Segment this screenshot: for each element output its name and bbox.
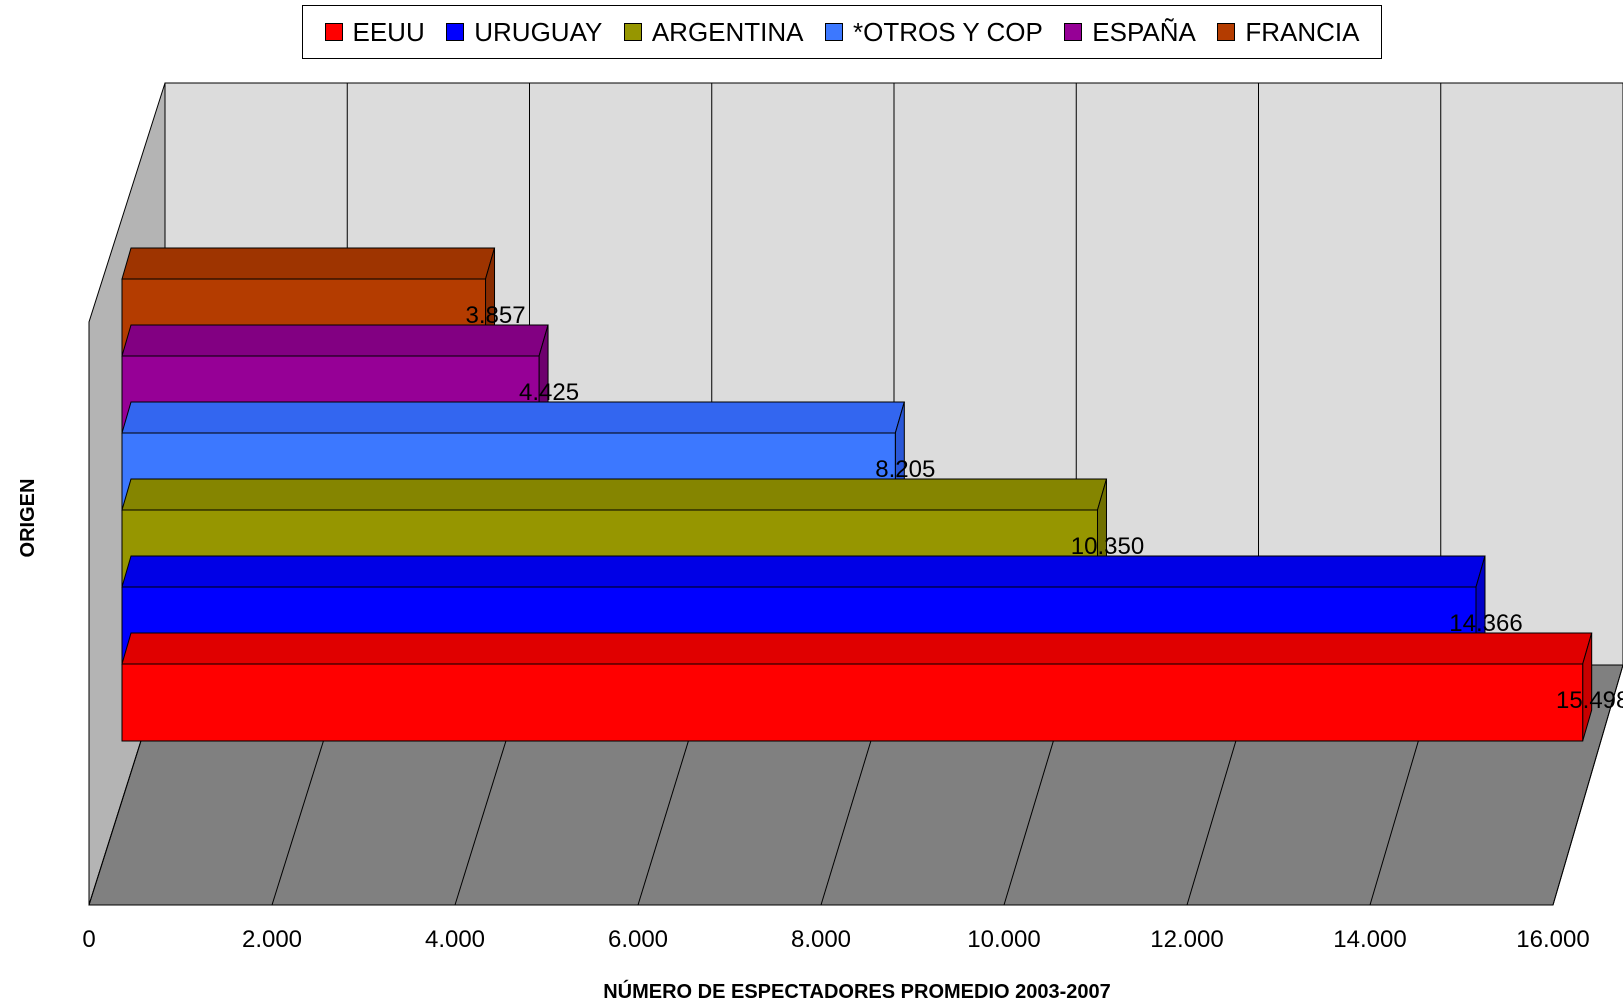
bar-top-face xyxy=(121,478,1108,511)
data-label: 4.425 xyxy=(519,379,579,406)
legend-swatch xyxy=(825,23,844,41)
legend-item: URUGUAY xyxy=(446,17,602,48)
legend-item: ESPAÑA xyxy=(1064,17,1196,48)
x-tick-label: 10.000 xyxy=(967,926,1040,953)
bar-top-face xyxy=(121,247,496,280)
chart-data-labels: 3.857 4.425 8.205 10.350 14.366 15.498 xyxy=(465,302,1623,714)
x-tick-label: 4.000 xyxy=(425,926,485,953)
bar-top-face xyxy=(121,632,1593,665)
chart-bars xyxy=(121,247,1593,742)
legend-label: ARGENTINA xyxy=(651,16,804,47)
x-tick-label: 0 xyxy=(82,926,95,953)
bar-top-face xyxy=(121,401,905,434)
y-axis-title: ORIGEN xyxy=(17,479,39,558)
x-tick-label: 12.000 xyxy=(1150,926,1223,953)
legend-label: ESPAÑA xyxy=(1092,16,1196,47)
data-label: 15.498 xyxy=(1556,687,1623,714)
legend-swatch xyxy=(1217,23,1236,41)
legend-item: EEUU xyxy=(324,16,425,48)
chart-x-tick-labels: 0 2.000 4.000 6.000 8.000 10.000 12.000 14.000 1… xyxy=(82,926,1589,953)
data-label: 10.350 xyxy=(1071,533,1144,560)
x-tick-label: 6.000 xyxy=(608,926,668,953)
legend-item: *OTROS Y COP xyxy=(825,17,1043,48)
gridline-floor xyxy=(1552,664,1623,906)
x-tick-label: 2.000 xyxy=(242,926,302,953)
x-axis-title: NÚMERO DE ESPECTADORES PROMEDIO 2003-200… xyxy=(603,979,1111,1003)
legend-label: FRANCIA xyxy=(1245,16,1360,47)
chart-legend: EEUU URUGUAY ARGENTINA *OTROS Y COP ESPAÑA FR… xyxy=(302,5,1382,59)
bar-front-face xyxy=(121,663,1584,742)
legend-label: EEUU xyxy=(352,16,425,47)
legend-item: ARGENTINA xyxy=(623,16,804,48)
x-tick-label: 8.000 xyxy=(791,926,851,953)
x-tick-label: 16.000 xyxy=(1516,926,1589,953)
legend-swatch xyxy=(324,23,343,41)
legend-swatch xyxy=(446,23,465,41)
legend-label: URUGUAY xyxy=(474,16,603,47)
data-label: 3.857 xyxy=(465,302,525,329)
x-tick-label: 14.000 xyxy=(1333,926,1406,953)
data-label: 14.366 xyxy=(1449,610,1522,637)
legend-swatch xyxy=(1064,23,1083,41)
bar-top-face xyxy=(121,324,549,357)
legend-item: FRANCIA xyxy=(1217,17,1359,48)
bar-top-face xyxy=(121,555,1486,588)
legend-swatch xyxy=(623,23,642,41)
data-label: 8.205 xyxy=(875,456,935,483)
bar-eeuu xyxy=(121,632,1593,742)
legend-label: *OTROS Y COP xyxy=(853,16,1043,47)
